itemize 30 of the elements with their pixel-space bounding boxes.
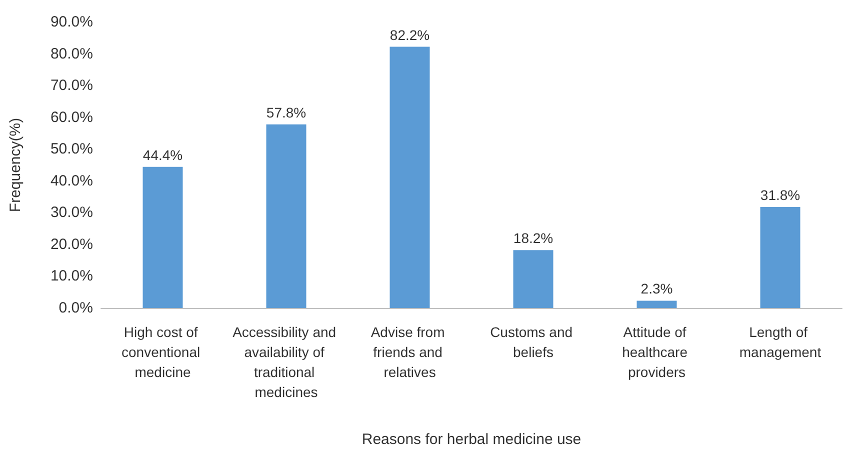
x-tick-label: Attitude of healthcare providers [622, 324, 692, 380]
bar [390, 46, 430, 308]
bar [636, 300, 677, 308]
y-tick-label: 30.0% [50, 204, 93, 222]
x-tick-label: Customs and beliefs [490, 324, 576, 360]
bar [513, 250, 554, 308]
y-tick-label: 70.0% [50, 77, 93, 94]
y-tick-label: 80.0% [50, 45, 93, 62]
data-label: 2.3% [640, 280, 673, 297]
y-tick-label: 0.0% [58, 300, 93, 316]
x-tick-label: Length of management [739, 324, 822, 360]
data-label: 44.4% [142, 146, 183, 163]
y-tick-label: 10.0% [50, 268, 93, 285]
y-tick-label: 40.0% [50, 172, 93, 190]
y-tick-label: 60.0% [50, 108, 93, 126]
x-tick-label: Accessibility and availability of traditional medicines [232, 324, 340, 400]
x-tick-label: Advise from friends and relatives [370, 324, 449, 380]
y-tick-label: 50.0% [50, 140, 93, 158]
x-axis-title: Reasons for herbal medicine use [362, 431, 582, 448]
data-label: 82.2% [390, 26, 430, 43]
data-label: 57.8% [266, 104, 306, 120]
bar [266, 124, 306, 308]
x-tick-label: High cost of conventional medicine [121, 324, 204, 380]
y-tick-label: 20.0% [50, 236, 93, 253]
data-label: 18.2% [513, 230, 554, 246]
bar [760, 206, 800, 308]
y-axis-title: Frequency(%) [7, 118, 24, 212]
data-label: 31.8% [760, 186, 800, 203]
y-tick-label: 90.0% [50, 14, 93, 30]
bar [142, 166, 183, 308]
